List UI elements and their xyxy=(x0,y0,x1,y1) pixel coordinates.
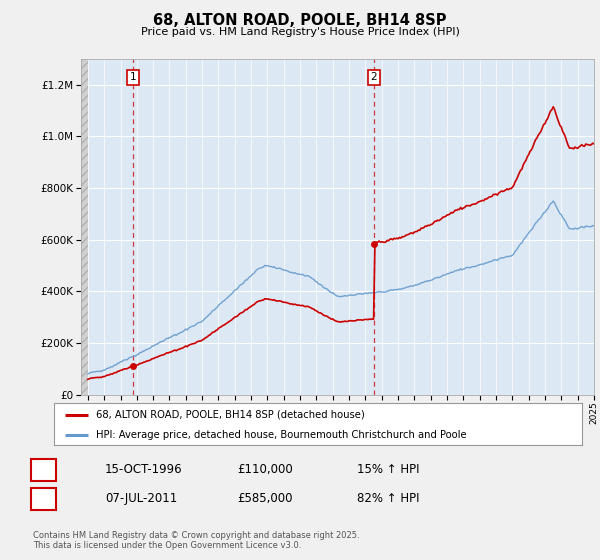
Text: 15-OCT-1996: 15-OCT-1996 xyxy=(105,463,182,477)
Text: 15% ↑ HPI: 15% ↑ HPI xyxy=(357,463,419,477)
Text: HPI: Average price, detached house, Bournemouth Christchurch and Poole: HPI: Average price, detached house, Bour… xyxy=(96,430,467,440)
Text: 1: 1 xyxy=(130,72,137,82)
Text: 07-JUL-2011: 07-JUL-2011 xyxy=(105,492,177,506)
Text: 68, ALTON ROAD, POOLE, BH14 8SP: 68, ALTON ROAD, POOLE, BH14 8SP xyxy=(153,13,447,29)
Text: 68, ALTON ROAD, POOLE, BH14 8SP (detached house): 68, ALTON ROAD, POOLE, BH14 8SP (detache… xyxy=(96,410,365,420)
Text: Price paid vs. HM Land Registry's House Price Index (HPI): Price paid vs. HM Land Registry's House … xyxy=(140,27,460,37)
Text: 2: 2 xyxy=(371,72,377,82)
Text: £585,000: £585,000 xyxy=(237,492,293,506)
Text: Contains HM Land Registry data © Crown copyright and database right 2025.
This d: Contains HM Land Registry data © Crown c… xyxy=(33,531,359,550)
Text: 82% ↑ HPI: 82% ↑ HPI xyxy=(357,492,419,506)
Text: 2: 2 xyxy=(40,492,47,506)
Text: 1: 1 xyxy=(40,463,47,477)
Bar xyxy=(81,59,88,395)
Text: £110,000: £110,000 xyxy=(237,463,293,477)
